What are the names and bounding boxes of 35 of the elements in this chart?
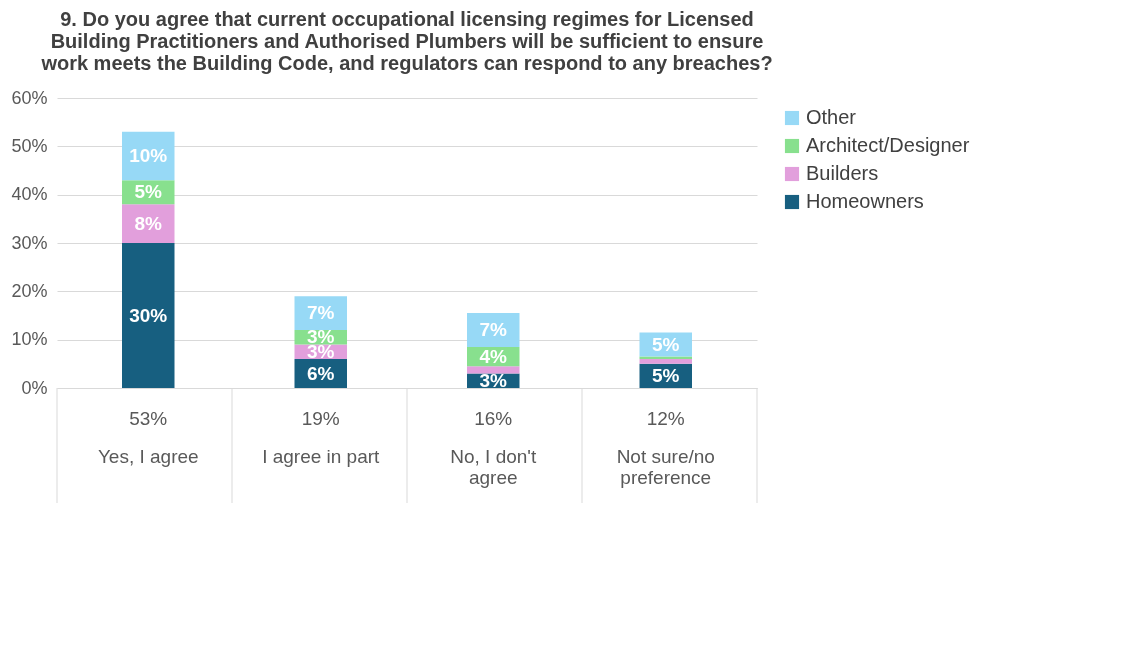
y-tick-label: 60%	[11, 87, 48, 108]
chart-title: 9. Do you agree that current occupational licensing regimes for Licensed Building Practitioners and Authorised Plumbers will be sufficient to ensure work meets the Building Code, and regulators can respond to any breaches?	[40, 8, 773, 74]
x-tick-label: Not sure/no preference	[616, 446, 715, 488]
data-label: 10%	[129, 145, 168, 166]
data-label: 6%	[307, 362, 335, 384]
total-label: 16%	[474, 408, 513, 429]
y-tick-label: 30%	[11, 232, 48, 253]
y-tick-label: 0%	[21, 377, 48, 398]
data-label: 5%	[652, 333, 680, 355]
data-label: 30%	[129, 304, 168, 326]
legend-label: Other	[806, 106, 857, 128]
total-label: 19%	[301, 408, 340, 429]
y-tick-label: 10%	[11, 329, 48, 350]
bar	[639, 359, 692, 364]
total-label: 53%	[129, 408, 168, 429]
total-label: 12%	[646, 408, 685, 429]
x-tick-label: No, I don't agree	[450, 446, 537, 488]
data-label: 7%	[307, 302, 335, 324]
bar	[467, 366, 520, 374]
bar	[467, 313, 520, 347]
bar	[122, 243, 175, 388]
data-label: 5%	[134, 181, 163, 203]
x-tick-label: Yes, I agree	[97, 446, 199, 467]
y-tick-label: 50%	[11, 135, 48, 156]
data-label: 5%	[652, 364, 680, 386]
legend-label: Homeowners	[806, 190, 924, 212]
legend-label: Builders	[806, 162, 879, 184]
data-label: 8%	[134, 212, 163, 234]
y-tick-label: 20%	[11, 280, 48, 301]
x-tick-label: I agree in part	[262, 446, 381, 467]
data-label: 7%	[479, 319, 508, 340]
data-label: 3%	[479, 369, 508, 391]
data-label: 4%	[479, 345, 508, 367]
legend-label: Architect/Designer	[806, 134, 970, 156]
y-tick-label: 40%	[11, 184, 48, 205]
